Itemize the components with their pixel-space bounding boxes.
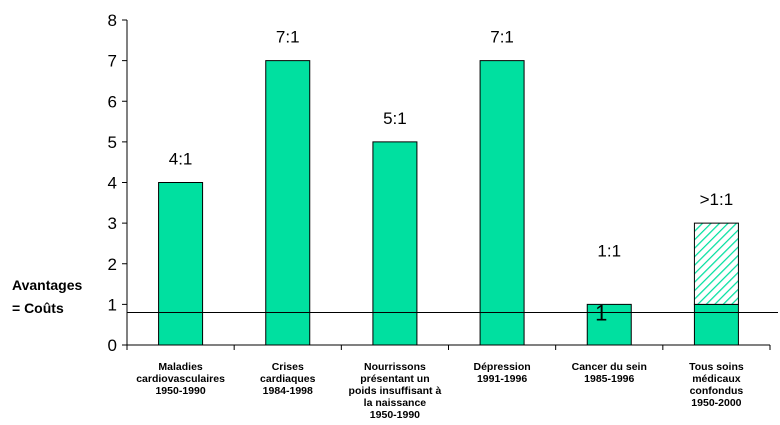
y-tick-label: 5 <box>108 133 117 152</box>
category-label-line: confondus <box>690 385 744 397</box>
bar <box>372 141 418 346</box>
category-label-line: médicaux <box>692 373 741 385</box>
bar <box>586 303 632 346</box>
data-label: 4:1 <box>169 150 193 169</box>
bar <box>265 60 311 346</box>
category-label: Nourrissons présentant un poids insuffisan… <box>349 361 442 421</box>
category-label: Maladies cardiovasculaires 1950-1990 <box>136 361 225 397</box>
bars <box>158 60 739 346</box>
category-label-line: présentant un <box>360 373 429 385</box>
bar <box>693 303 739 346</box>
y-tick-label: 0 <box>108 336 117 355</box>
data-label: >1:1 <box>700 190 734 209</box>
y-axis: 0 1 2 3 4 5 6 7 8 <box>108 11 771 355</box>
category-label: Tous soins médicaux confondus 1950-2000 <box>689 361 744 409</box>
category-label-line: 1984-1998 <box>263 385 313 397</box>
category-label-line: Tous soins <box>689 361 744 373</box>
category-label-line: 1950-2000 <box>691 397 741 409</box>
category-label-line: cardiovasculaires <box>136 373 225 385</box>
y-tick-label: 8 <box>108 11 117 30</box>
data-label: 5:1 <box>383 109 407 128</box>
category-label-line: Cancer du sein <box>572 361 647 373</box>
category-label-line: poids insuffisant à <box>349 385 442 397</box>
category-label: Crises cardiaques 1984-1998 <box>260 361 316 397</box>
category-label-line: Crises <box>272 361 304 373</box>
reference-line-label-line: = Coûts <box>12 300 64 316</box>
y-tick-label: 4 <box>108 174 117 193</box>
category-label: Cancer du sein 1985-1996 <box>572 361 647 385</box>
y-tick-label: 2 <box>108 255 117 274</box>
data-label: 7:1 <box>276 28 300 47</box>
category-label-line: cardiaques <box>260 373 316 385</box>
reference-line-label: Avantages = Coûts <box>12 277 83 316</box>
y-tick-label: 7 <box>108 52 117 71</box>
bar <box>479 60 525 346</box>
category-label-line: Dépression <box>473 361 530 373</box>
category-label-line: 1991-1996 <box>477 373 527 385</box>
data-labels: 4:17:15:17:11:1>1:11 <box>169 28 733 326</box>
reference-line-group: Avantages = Coûts <box>12 277 778 316</box>
y-tick-label: 3 <box>108 214 117 233</box>
category-label-line: 1950-1990 <box>370 409 420 421</box>
bar-uncertain-extension <box>693 222 739 305</box>
bar <box>158 182 204 346</box>
category-label-line: Maladies <box>158 361 203 373</box>
data-label: 1:1 <box>597 241 621 260</box>
reference-line-label-line: Avantages <box>12 277 83 293</box>
category-label-line: 1985-1996 <box>584 373 634 385</box>
category-label-line: Nourrissons <box>364 361 426 373</box>
data-label: 7:1 <box>490 28 514 47</box>
category-label-line: la naissance <box>364 397 427 409</box>
y-tick-label: 1 <box>108 295 117 314</box>
category-label: Dépression 1991-1996 <box>473 361 530 385</box>
category-label-line: 1950-1990 <box>155 385 205 397</box>
category-labels: Maladies cardiovasculaires 1950-1990Crises… <box>136 361 744 421</box>
y-tick-label: 6 <box>108 92 117 111</box>
